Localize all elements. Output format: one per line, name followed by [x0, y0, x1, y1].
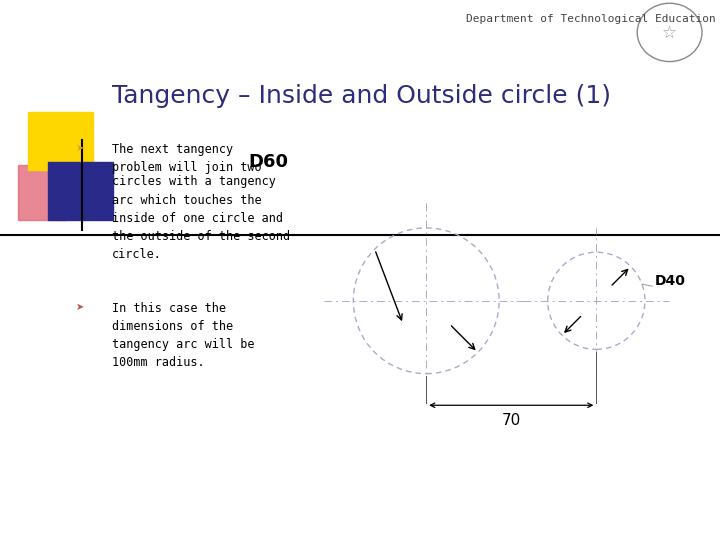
- Text: ➤: ➤: [76, 143, 84, 153]
- Text: circles with a tangency
arc which touches the
inside of one circle and
the outsi: circles with a tangency arc which touche…: [112, 176, 289, 260]
- Text: The next tangency
problem will join two: The next tangency problem will join two: [112, 143, 261, 174]
- Text: D60: D60: [248, 153, 289, 171]
- Text: ➤: ➤: [76, 302, 84, 313]
- Text: Department of Technological Education: Department of Technological Education: [466, 14, 715, 24]
- Text: Tangency – Inside and Outside circle (1): Tangency – Inside and Outside circle (1): [112, 84, 611, 107]
- Text: D40: D40: [654, 274, 685, 288]
- Text: 70: 70: [502, 413, 521, 428]
- Text: ☆: ☆: [662, 23, 677, 42]
- Bar: [18, 165, 66, 220]
- Bar: [28, 112, 93, 170]
- Text: In this case the
dimensions of the
tangency arc will be
100mm radius.: In this case the dimensions of the tange…: [112, 302, 254, 369]
- Bar: [48, 162, 113, 220]
